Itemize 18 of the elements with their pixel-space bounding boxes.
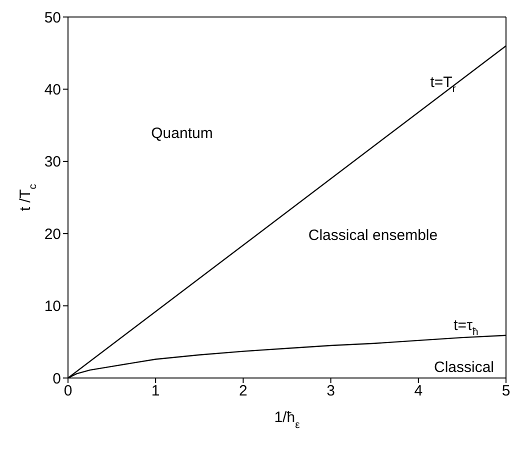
- x-tick-label: 1: [151, 382, 160, 400]
- annotation: Classical: [434, 358, 494, 376]
- x-tick-label: 3: [326, 382, 335, 400]
- x-tick-label: 0: [64, 382, 72, 400]
- y-tick-label: 40: [44, 82, 61, 99]
- x-tick-label: 5: [502, 382, 510, 400]
- annotation: Classical ensemble: [308, 226, 438, 244]
- x-axis-title: 1/ħ$_{ε}$: [274, 409, 300, 431]
- annotation: t=T$_{r}$: [430, 74, 456, 95]
- y-tick-label: 10: [44, 298, 61, 316]
- y-tick-label: 30: [44, 154, 61, 171]
- y-tick-label: 0: [52, 370, 61, 388]
- y-tick-label: 20: [44, 226, 61, 243]
- x-tick-label: 2: [239, 382, 248, 400]
- annotation: t=τ$_{ħ}$: [454, 316, 479, 338]
- x-tick-label: 4: [414, 382, 423, 400]
- y-tick-label: 50: [44, 9, 61, 26]
- annotation: Quantum: [151, 124, 213, 142]
